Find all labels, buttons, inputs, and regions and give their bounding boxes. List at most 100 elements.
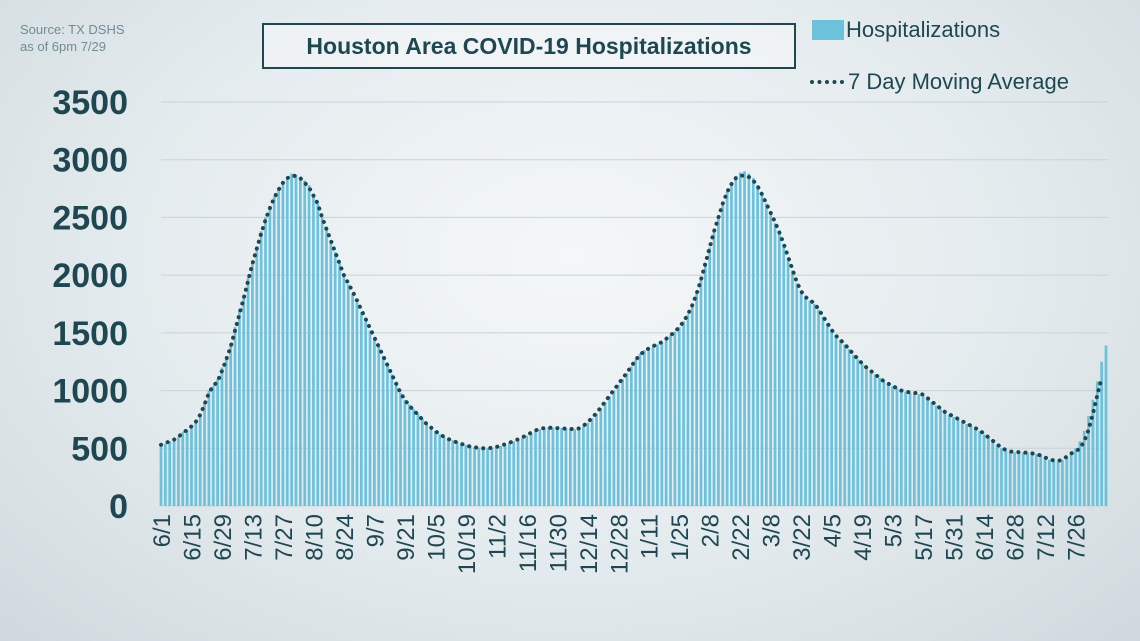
bar — [773, 223, 777, 506]
bar — [447, 439, 450, 506]
x-tick-label: 3/8 — [759, 514, 786, 547]
bar — [342, 275, 346, 506]
bar — [368, 330, 372, 506]
bar — [708, 247, 712, 506]
bar — [1034, 454, 1038, 506]
bar — [982, 434, 986, 506]
bar — [947, 414, 951, 506]
bar — [364, 321, 368, 506]
bar — [782, 245, 786, 506]
bar — [1021, 452, 1025, 506]
bar — [921, 395, 925, 506]
bar — [486, 448, 489, 506]
bar — [756, 185, 759, 507]
bar — [281, 181, 285, 506]
bar — [586, 422, 590, 506]
bar — [307, 185, 311, 507]
bar — [965, 424, 968, 506]
y-tick-label: 1500 — [52, 315, 128, 353]
bar — [346, 284, 350, 506]
chart-title: Houston Area COVID-19 Hospitalizations — [262, 23, 796, 69]
bar — [1104, 345, 1108, 506]
bar — [956, 419, 960, 506]
x-tick-label: 11/30 — [545, 514, 572, 572]
bar — [939, 409, 942, 506]
bar — [1069, 452, 1073, 506]
bar — [499, 445, 503, 506]
bar — [377, 346, 381, 506]
x-tick-label: 6/14 — [972, 514, 999, 561]
bar — [512, 441, 516, 506]
bar — [434, 430, 437, 506]
legend-label-moving-average: 7 Day Moving Average — [848, 69, 1069, 94]
bar — [312, 194, 315, 506]
bar — [399, 392, 402, 506]
bar — [490, 447, 494, 506]
bar — [238, 309, 241, 506]
legend-dotted-line-icon — [810, 80, 844, 84]
bar — [529, 433, 533, 506]
bar — [856, 359, 860, 506]
bar — [416, 413, 420, 506]
bar — [677, 327, 681, 506]
bar — [634, 359, 638, 506]
bar — [734, 175, 738, 506]
bar — [599, 407, 603, 506]
bar — [904, 391, 908, 506]
bar — [220, 367, 224, 506]
bar — [795, 283, 799, 506]
bar — [612, 390, 616, 506]
bar — [638, 353, 642, 506]
bar — [373, 338, 376, 506]
bar — [760, 194, 764, 506]
bar — [839, 339, 842, 506]
bar — [420, 418, 424, 506]
bar — [359, 312, 363, 506]
bar — [190, 425, 193, 506]
x-tick-label: 11/16 — [515, 514, 542, 572]
x-tick-label: 8/10 — [301, 514, 328, 561]
bar — [686, 314, 690, 506]
bar — [255, 246, 259, 507]
bar — [582, 426, 585, 506]
bar — [1065, 456, 1069, 506]
bar — [516, 439, 520, 506]
bar — [207, 390, 211, 506]
x-tick-label: 9/21 — [393, 514, 420, 561]
bar — [564, 428, 568, 506]
bar — [934, 405, 938, 506]
bar — [725, 192, 729, 506]
bar — [643, 350, 646, 506]
y-tick-label: 0 — [109, 488, 128, 526]
bar — [690, 305, 694, 506]
bar — [320, 217, 324, 506]
bar — [1043, 457, 1047, 506]
bar — [355, 302, 359, 506]
bar — [817, 309, 820, 506]
x-tick-label: 5/3 — [881, 514, 908, 547]
bar — [1061, 459, 1064, 506]
x-tick-label: 7/13 — [241, 514, 268, 561]
x-tick-label: 1/25 — [667, 514, 694, 561]
bar — [425, 422, 428, 506]
bar — [481, 448, 485, 506]
x-tick-label: 5/31 — [942, 514, 969, 561]
bar — [168, 441, 172, 506]
x-tick-label: 6/1 — [149, 514, 176, 547]
bar — [164, 443, 167, 506]
bar — [886, 383, 890, 506]
bar — [455, 441, 459, 506]
bar — [660, 342, 664, 506]
bar — [259, 231, 263, 506]
bar — [960, 421, 964, 506]
bar — [477, 447, 481, 506]
x-tick-label: 3/22 — [789, 514, 816, 561]
bar — [1030, 453, 1034, 506]
legend-item-moving-average: 7 Day Moving Average — [810, 69, 1069, 95]
bar — [1048, 459, 1051, 506]
bar — [325, 228, 328, 506]
x-tick-label: 9/7 — [362, 514, 389, 547]
bar — [860, 364, 864, 506]
bar — [974, 428, 977, 506]
bar — [429, 427, 433, 506]
